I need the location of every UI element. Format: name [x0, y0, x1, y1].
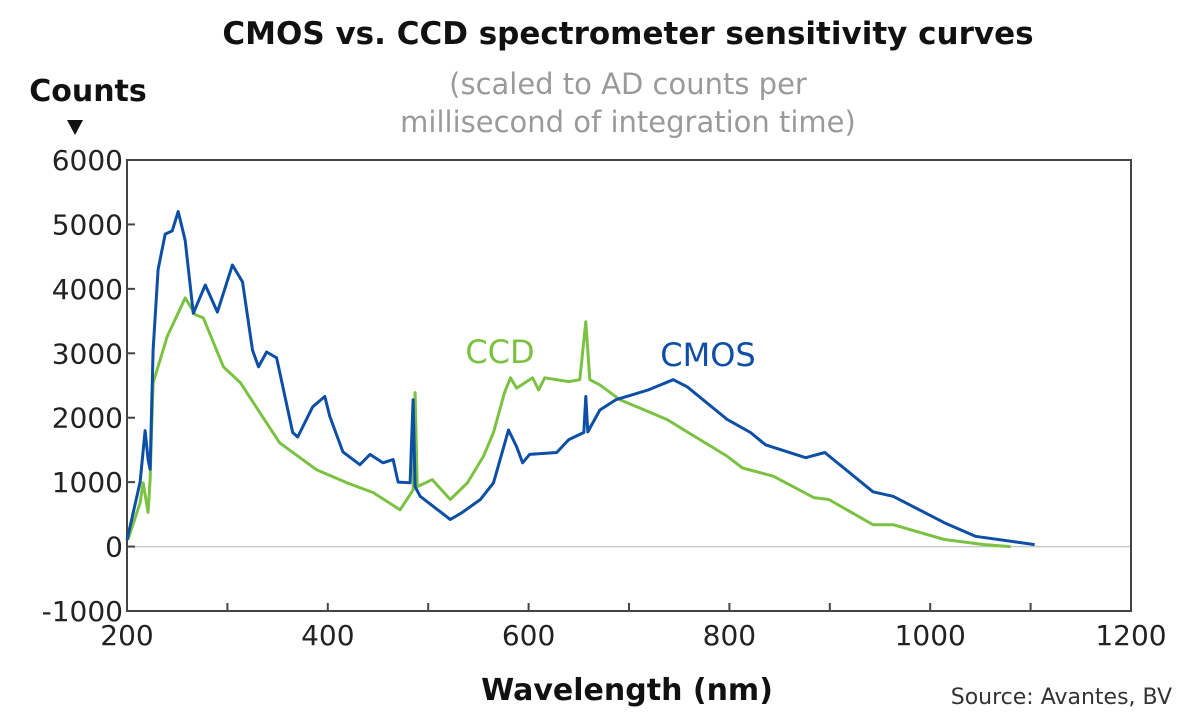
source-note: Source: Avantes, BV	[951, 685, 1172, 710]
x-axis-label: Wavelength (nm)	[481, 673, 773, 708]
x-tick-label: 1200	[1095, 619, 1166, 652]
series-line-cmos	[125, 210, 1035, 547]
x-tick-label: 600	[502, 619, 555, 652]
chart-subtitle-line-2: millisecond of integration time)	[400, 105, 856, 139]
y-tick-label: -1000	[42, 595, 123, 628]
plot-area: -1000 0 1000 2000 3000 4000 5000 6000 200 400 600 8…	[42, 144, 1167, 652]
y-tick-label: 3000	[52, 337, 123, 370]
x-tick-label: 800	[703, 619, 756, 652]
x-tick-label: 400	[301, 619, 354, 652]
y-axis-arrow-icon	[67, 120, 83, 135]
x-tick-label: 200	[100, 619, 153, 652]
y-tick-label: 6000	[52, 144, 123, 177]
series-line-ccd	[126, 296, 1011, 549]
y-tick-label: 0	[105, 531, 123, 564]
y-tick-label: 4000	[52, 273, 123, 306]
series-label-ccd: CCD	[465, 333, 534, 371]
y-tick-label: 1000	[52, 466, 123, 499]
series-label-cmos: CMOS	[660, 336, 755, 374]
chart-subtitle-line-1: (scaled to AD counts per	[449, 67, 807, 101]
y-tick-label: 5000	[52, 208, 123, 241]
y-tick-label: 2000	[52, 402, 123, 435]
x-tick-label: 1000	[895, 619, 966, 652]
y-axis-label: Counts	[29, 74, 147, 109]
chart-title: CMOS vs. CCD spectrometer sensitivity cu…	[222, 16, 1033, 52]
